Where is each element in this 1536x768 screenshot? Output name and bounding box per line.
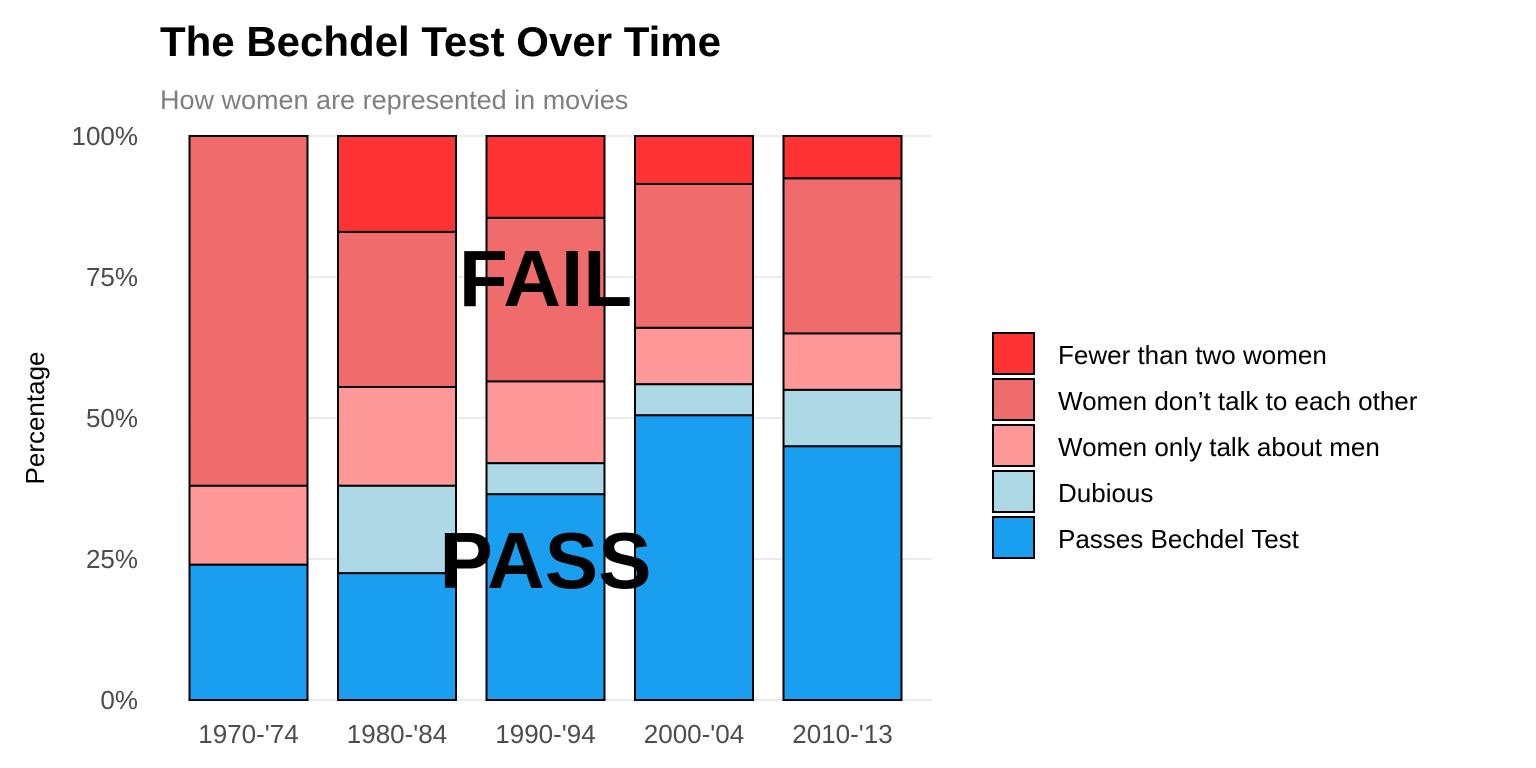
legend-key [992,424,1035,467]
legend-key [992,332,1035,375]
chart-subtitle: How women are represented in movies [160,85,628,115]
chart-title: The Bechdel Test Over Time [160,18,721,65]
bar-segment [337,230,457,388]
bar-segment [485,216,606,383]
x-tick-label: 1980-'84 [347,719,447,749]
legend-key [992,470,1035,513]
x-tick-label: 2010-'13 [792,719,892,749]
bar-segment [485,493,606,702]
y-tick-label: 100% [72,121,139,151]
bar-segment [782,135,903,180]
x-tick-label: 2000-'04 [644,719,744,749]
legend-label: Dubious [1058,478,1153,508]
bar-segment [634,326,754,386]
bar-segment [782,332,903,391]
y-axis-ticks: 0% 25% 50% 75% 100% [72,121,139,715]
bar-segment [337,135,457,233]
bar-segment [337,572,457,701]
y-tick-label: 0% [100,685,138,715]
annotation-pass: PASS [440,516,652,605]
annotations: FAIL PASS [440,234,652,605]
bar-segment [782,388,903,448]
legend-label: Fewer than two women [1058,340,1327,370]
bar-segment [188,563,309,702]
bar-segment [188,484,309,566]
bar-segment [337,385,457,487]
legend: Fewer than two women Women don’t talk to … [992,332,1418,559]
bar-segment [188,135,309,487]
annotation-fail: FAIL [459,234,632,323]
legend-label: Women only talk about men [1058,432,1380,462]
bar-segment [782,445,903,702]
bar-segment [485,380,606,465]
y-tick-label: 50% [86,403,138,433]
x-tick-label: 1990-'94 [495,719,595,749]
legend-label: Passes Bechdel Test [1058,524,1300,554]
bar-segment [634,414,754,701]
bars [188,135,903,702]
legend-key [992,378,1035,421]
legend-label: Women don’t talk to each other [1058,386,1418,416]
bar-segment [634,182,754,329]
bar-segment [782,177,903,335]
bar-segment [634,135,754,185]
y-tick-label: 75% [86,262,138,292]
legend-key [992,516,1035,559]
x-axis-ticks: 1970-'74 1980-'84 1990-'94 2000-'04 2010-'13 [198,719,892,749]
y-tick-label: 25% [86,544,138,574]
bar-segment [485,135,606,219]
bar-segment [634,383,754,417]
y-axis-label: Percentage [20,352,50,485]
bar-segment [485,462,606,496]
bar-segment [337,484,457,575]
x-tick-label: 1970-'74 [198,719,298,749]
